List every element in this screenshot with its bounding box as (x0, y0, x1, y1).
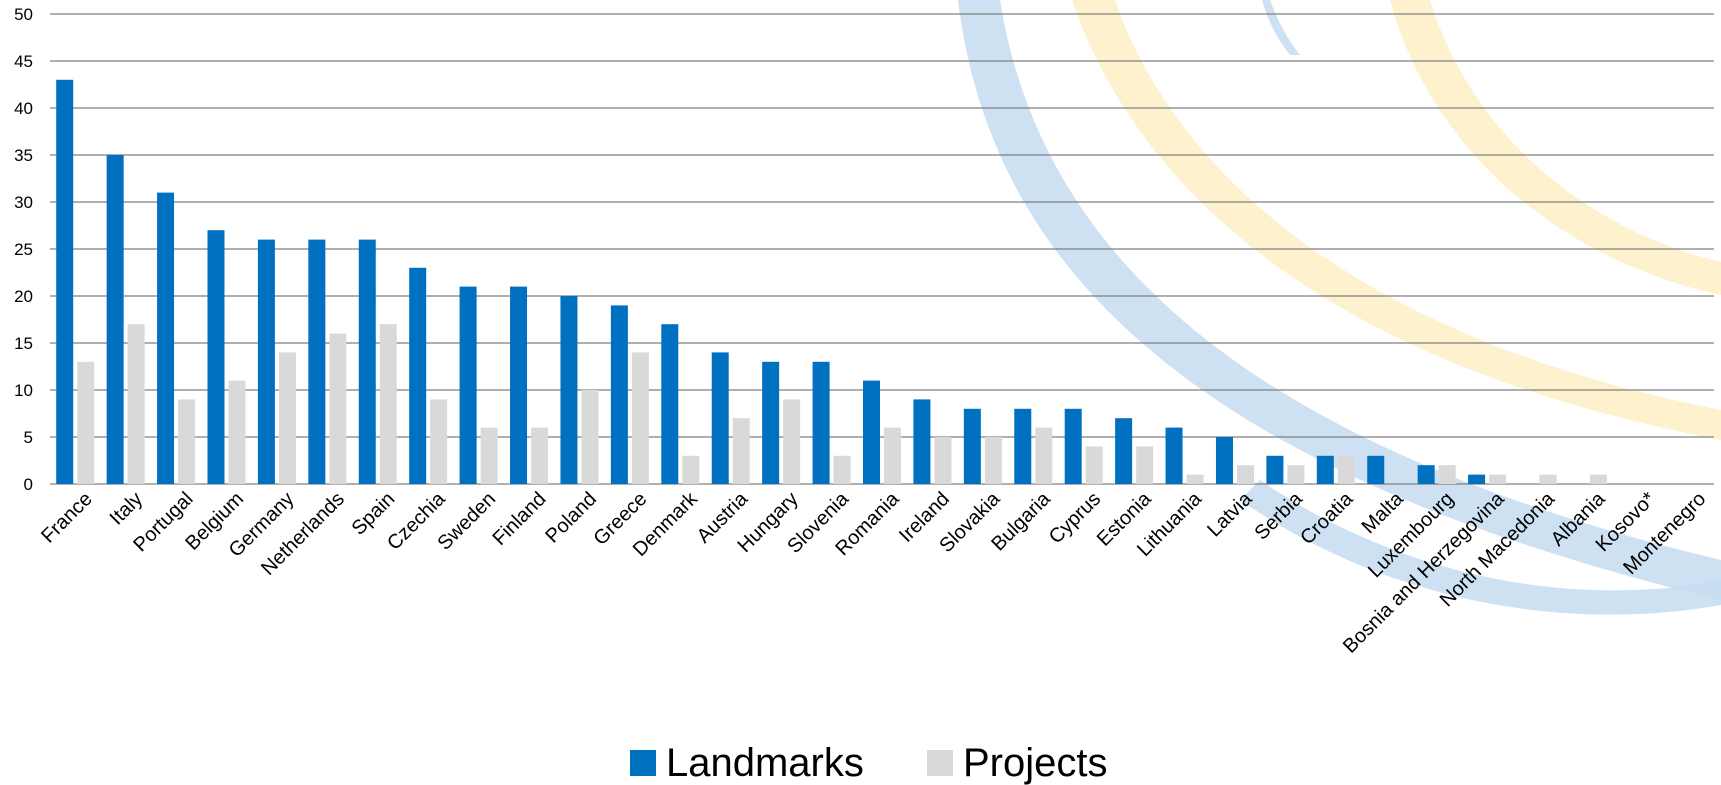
y-tick-label: 25 (14, 240, 33, 259)
legend-label: Landmarks (666, 741, 864, 785)
bar-landmarks-italy (106, 155, 124, 484)
bar-projects-estonia (1136, 446, 1154, 484)
bar-projects-bulgaria (1035, 427, 1053, 484)
bar-projects-austria (732, 418, 750, 484)
bar-landmarks-poland (560, 296, 578, 484)
bar-projects-spain (379, 324, 397, 484)
y-tick-label: 35 (14, 146, 33, 165)
y-tick-label: 50 (14, 5, 33, 24)
bar-projects-italy (127, 324, 145, 484)
bar-projects-hungary (783, 399, 801, 484)
bar-landmarks-belgium (207, 230, 225, 484)
bar-landmarks-netherlands (308, 239, 326, 484)
bar-projects-poland (581, 390, 599, 484)
bar-projects-slovakia (984, 437, 1002, 484)
legend: Landmarks Projects (630, 741, 1108, 785)
bar-projects-ireland (934, 437, 952, 484)
bar-projects-cyprus (1085, 446, 1103, 484)
bar-projects-denmark (682, 455, 700, 484)
gridlines (50, 13, 1714, 485)
decor-arc-blue-small (1262, 0, 1300, 55)
bar-landmarks-ireland (913, 399, 931, 484)
decor-arc-blue (958, 0, 1721, 600)
x-tick-label: Poland (541, 488, 601, 548)
bar-landmarks-malta (1367, 455, 1385, 484)
bar-landmarks-austria (711, 352, 729, 484)
bar-landmarks-romania (863, 380, 880, 484)
bar-landmarks-bosnia-and-herzegovina (1468, 474, 1486, 484)
bar-landmarks-estonia (1115, 418, 1133, 484)
x-tick-label: Italy (106, 488, 147, 529)
y-tick-label: 45 (14, 52, 33, 71)
bar-landmarks-slovenia (812, 361, 830, 484)
legend-swatch (927, 750, 953, 776)
legend-label: Projects (963, 741, 1108, 785)
y-tick-label: 0 (24, 475, 33, 494)
y-tick-label: 30 (14, 193, 33, 212)
bar-projects-lithuania (1186, 474, 1204, 484)
x-tick-label: Finland (489, 488, 551, 550)
bars (56, 79, 1607, 485)
bar-projects-netherlands (329, 333, 347, 484)
bar-landmarks-portugal (157, 192, 175, 484)
bar-landmarks-latvia (1215, 437, 1233, 484)
bar-landmarks-czechia (409, 267, 427, 484)
bar-landmarks-hungary (762, 361, 780, 484)
bar-landmarks-greece (610, 305, 628, 484)
bar-projects-latvia (1236, 465, 1254, 484)
y-tick-label: 5 (24, 428, 33, 447)
bar-landmarks-denmark (661, 324, 679, 484)
y-tick-label: 40 (14, 99, 33, 118)
y-tick-label: 15 (14, 334, 33, 353)
decor-arc-blue-lower (1240, 480, 1721, 615)
bar-landmarks-sweden (459, 286, 477, 484)
x-tick-label: France (37, 488, 97, 548)
bar-landmarks-bulgaria (1014, 408, 1032, 484)
bar-projects-north-macedonia (1539, 474, 1557, 484)
bar-landmarks-france (56, 79, 74, 485)
bar-landmarks-cyprus (1064, 408, 1082, 484)
y-tick-label: 10 (14, 381, 33, 400)
bar-projects-portugal (178, 399, 196, 484)
bar-landmarks-luxembourg (1417, 465, 1435, 484)
bar-landmarks-germany (257, 239, 275, 484)
decor-arc-yellow (1072, 0, 1721, 440)
y-tick-label: 20 (14, 287, 33, 306)
bar-landmarks-spain (358, 239, 376, 484)
bar-landmarks-croatia (1316, 455, 1334, 484)
bar-landmarks-slovakia (963, 408, 981, 484)
bar-projects-belgium (228, 380, 246, 484)
bar-projects-croatia (1337, 455, 1355, 484)
bar-projects-serbia (1287, 465, 1305, 484)
bar-landmarks-lithuania (1165, 427, 1183, 484)
bar-projects-germany (278, 352, 296, 484)
bar-projects-sweden (480, 427, 498, 484)
bar-projects-czechia (430, 399, 448, 484)
bar-projects-france (77, 361, 95, 484)
bar-projects-bosnia-and-herzegovina (1489, 474, 1507, 484)
bar-landmarks-finland (510, 286, 528, 484)
bar-projects-albania (1589, 474, 1607, 484)
bar-projects-slovenia (833, 455, 851, 484)
legend-swatch (630, 750, 656, 776)
bar-landmarks-serbia (1266, 455, 1284, 484)
bar-projects-romania (884, 427, 901, 484)
bar-projects-finland (531, 427, 549, 484)
y-axis-ticks: 0 5 10 15 20 25 30 35 40 45 50 (14, 5, 33, 494)
bar-projects-luxembourg (1438, 465, 1456, 484)
decor-arc-yellow-2 (1390, 0, 1721, 295)
bar-projects-greece (631, 352, 649, 484)
